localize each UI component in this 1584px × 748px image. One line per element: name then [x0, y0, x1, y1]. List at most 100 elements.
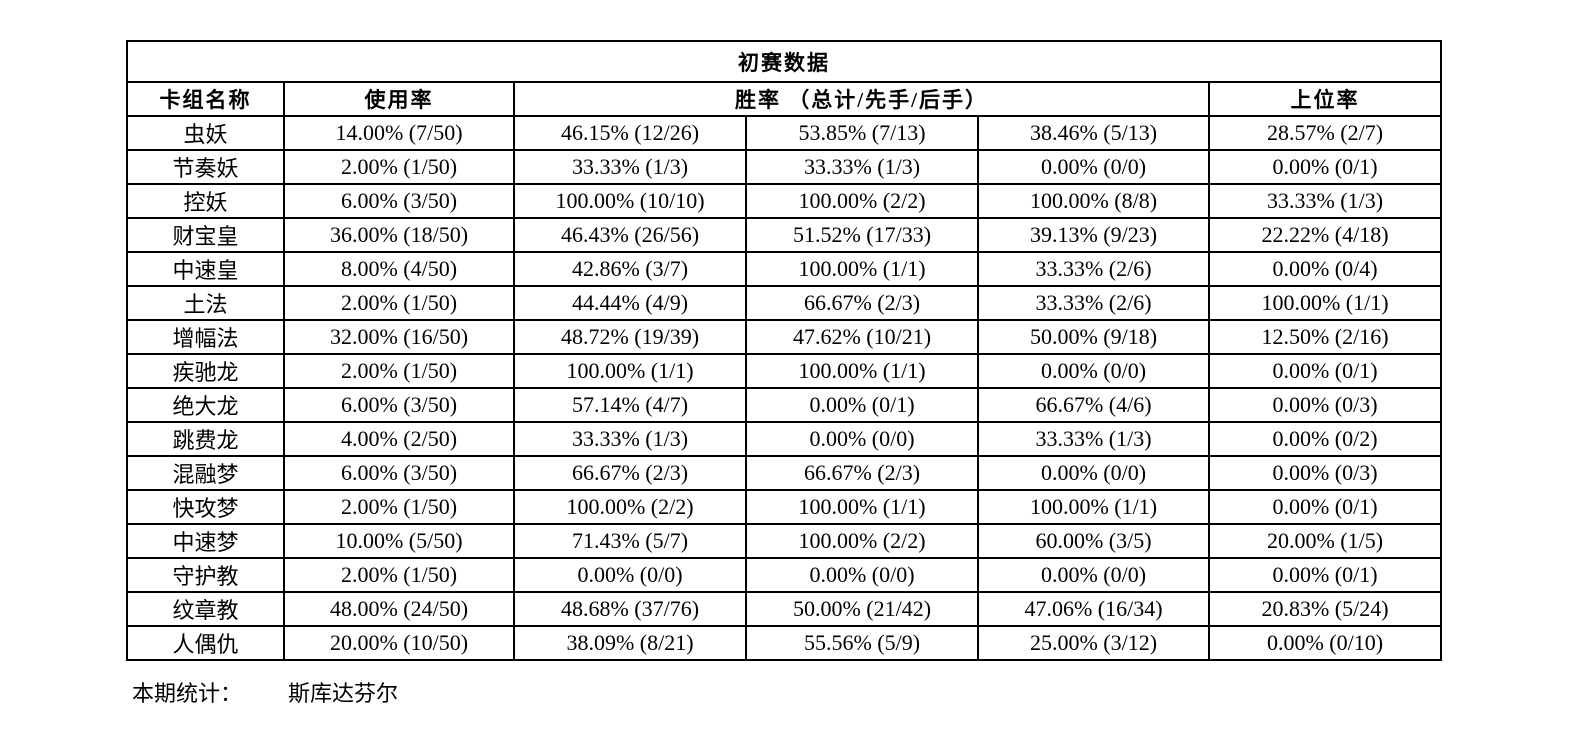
stat-cell: 0.00% (0/2)	[1207, 421, 1443, 457]
title-row: 初赛数据	[125, 40, 1443, 83]
stat-cell: 100.00% (2/2)	[745, 523, 979, 559]
header-cell: 胜率 （总计/先手/后手）	[513, 81, 1210, 117]
stat-cell: 32.00% (16/50)	[283, 319, 515, 355]
table-row: 虫妖 14.00% (7/50) 46.15% (12/26) 53.85% (7/1…	[126, 115, 1443, 151]
table-row: 中速梦 10.00% (5/50) 71.43% (5/7) 100.00% (2/2…	[126, 523, 1443, 559]
stat-cell: 0.00% (0/1)	[1207, 353, 1443, 389]
stat-cell: 0.00% (0/0)	[977, 557, 1210, 593]
stat-cell: 48.68% (37/76)	[513, 591, 747, 627]
stat-cell: 33.33% (2/6)	[977, 251, 1210, 287]
data-table: 初赛数据 卡组名称 使用率 胜率 （总计/先手/后手） 上位率 虫妖 14.00%…	[125, 40, 1443, 661]
stat-cell: 0.00% (0/1)	[1207, 489, 1443, 525]
stat-cell: 66.67% (4/6)	[977, 387, 1210, 423]
table-row: 控妖 6.00% (3/50) 100.00% (10/10) 100.00% (2/…	[126, 183, 1443, 219]
deck-name-cell: 财宝皇	[126, 217, 285, 253]
deck-name-cell: 虫妖	[126, 115, 285, 151]
footer-author: 斯库达芬尔	[288, 682, 399, 707]
table-row: 财宝皇 36.00% (18/50) 46.43% (26/56) 51.52% (1…	[126, 217, 1443, 253]
table-body: 虫妖 14.00% (7/50) 46.15% (12/26) 53.85% (7/1…	[126, 115, 1443, 661]
stat-cell: 33.33% (1/3)	[745, 149, 979, 185]
deck-name-cell: 快攻梦	[126, 489, 285, 525]
stat-cell: 33.33% (1/3)	[1207, 183, 1443, 219]
stat-cell: 46.15% (12/26)	[513, 115, 747, 151]
table-row: 纹章教 48.00% (24/50) 48.68% (37/76) 50.00% (2…	[126, 591, 1443, 627]
stat-cell: 39.13% (9/23)	[977, 217, 1210, 253]
header-cell: 卡组名称	[126, 81, 285, 117]
deck-name-cell: 节奏妖	[126, 149, 285, 185]
deck-name-cell: 跳费龙	[126, 421, 285, 457]
deck-name-cell: 混融梦	[126, 455, 285, 491]
table-row: 疾驰龙 2.00% (1/50) 100.00% (1/1) 100.00% (1/1…	[126, 353, 1443, 389]
stat-cell: 20.00% (1/5)	[1207, 523, 1443, 559]
stat-cell: 22.22% (4/18)	[1207, 217, 1443, 253]
deck-name-cell: 中速梦	[126, 523, 285, 559]
stat-cell: 0.00% (0/1)	[1207, 557, 1443, 593]
stat-cell: 12.50% (2/16)	[1207, 319, 1443, 355]
table-row: 绝大龙 6.00% (3/50) 57.14% (4/7) 0.00% (0/1) 66…	[126, 387, 1443, 423]
stat-cell: 55.56% (5/9)	[745, 625, 979, 661]
deck-name-cell: 守护教	[126, 557, 285, 593]
stat-cell: 100.00% (10/10)	[513, 183, 747, 219]
stat-cell: 100.00% (1/1)	[745, 353, 979, 389]
stat-cell: 2.00% (1/50)	[283, 557, 515, 593]
table-row: 快攻梦 2.00% (1/50) 100.00% (2/2) 100.00% (1/1…	[126, 489, 1443, 525]
table-title: 初赛数据	[125, 40, 1443, 83]
stat-cell: 71.43% (5/7)	[513, 523, 747, 559]
stat-cell: 66.67% (2/3)	[513, 455, 747, 491]
table-row: 守护教 2.00% (1/50) 0.00% (0/0) 0.00% (0/0) 0.0…	[126, 557, 1443, 593]
stat-cell: 100.00% (8/8)	[977, 183, 1210, 219]
stat-cell: 33.33% (2/6)	[977, 285, 1210, 321]
stat-cell: 53.85% (7/13)	[745, 115, 979, 151]
stat-cell: 0.00% (0/3)	[1207, 387, 1443, 423]
stat-cell: 44.44% (4/9)	[513, 285, 747, 321]
stat-cell: 0.00% (0/0)	[745, 421, 979, 457]
header-row: 卡组名称 使用率 胜率 （总计/先手/后手） 上位率	[126, 81, 1443, 117]
stat-cell: 25.00% (3/12)	[977, 625, 1210, 661]
stat-cell: 20.83% (5/24)	[1207, 591, 1443, 627]
stat-cell: 38.09% (8/21)	[513, 625, 747, 661]
stat-cell: 0.00% (0/1)	[745, 387, 979, 423]
stat-cell: 6.00% (3/50)	[283, 183, 515, 219]
stat-cell: 42.86% (3/7)	[513, 251, 747, 287]
table-row: 混融梦 6.00% (3/50) 66.67% (2/3) 66.67% (2/3) 0…	[126, 455, 1443, 491]
stat-cell: 4.00% (2/50)	[283, 421, 515, 457]
stat-cell: 47.62% (10/21)	[745, 319, 979, 355]
stat-cell: 57.14% (4/7)	[513, 387, 747, 423]
stat-cell: 0.00% (0/10)	[1207, 625, 1443, 661]
stat-cell: 0.00% (0/0)	[513, 557, 747, 593]
table-row: 中速皇 8.00% (4/50) 42.86% (3/7) 100.00% (1/1)…	[126, 251, 1443, 287]
table-row: 人偶仇 20.00% (10/50) 38.09% (8/21) 55.56% (5/…	[126, 625, 1443, 661]
stat-cell: 51.52% (17/33)	[745, 217, 979, 253]
table-row: 增幅法 32.00% (16/50) 48.72% (19/39) 47.62% (1…	[126, 319, 1443, 355]
stat-cell: 100.00% (1/1)	[745, 251, 979, 287]
stat-cell: 100.00% (2/2)	[745, 183, 979, 219]
stat-cell: 0.00% (0/3)	[1207, 455, 1443, 491]
deck-name-cell: 疾驰龙	[126, 353, 285, 389]
stat-cell: 2.00% (1/50)	[283, 285, 515, 321]
stat-cell: 48.72% (19/39)	[513, 319, 747, 355]
stat-cell: 66.67% (2/3)	[745, 455, 979, 491]
stat-cell: 36.00% (18/50)	[283, 217, 515, 253]
stat-cell: 0.00% (0/0)	[977, 353, 1210, 389]
stat-cell: 100.00% (1/1)	[745, 489, 979, 525]
deck-name-cell: 绝大龙	[126, 387, 285, 423]
stat-cell: 10.00% (5/50)	[283, 523, 515, 559]
stat-cell: 2.00% (1/50)	[283, 149, 515, 185]
stat-cell: 100.00% (1/1)	[513, 353, 747, 389]
stat-cell: 6.00% (3/50)	[283, 387, 515, 423]
stat-cell: 2.00% (1/50)	[283, 353, 515, 389]
stat-cell: 38.46% (5/13)	[977, 115, 1210, 151]
stat-cell: 50.00% (9/18)	[977, 319, 1210, 355]
stat-cell: 8.00% (4/50)	[283, 251, 515, 287]
deck-name-cell: 纹章教	[126, 591, 285, 627]
stat-cell: 60.00% (3/5)	[977, 523, 1210, 559]
stat-cell: 6.00% (3/50)	[283, 455, 515, 491]
stat-cell: 33.33% (1/3)	[513, 149, 747, 185]
stat-cell: 100.00% (1/1)	[1207, 285, 1443, 321]
header-cell: 上位率	[1207, 81, 1443, 117]
header-cell: 使用率	[283, 81, 515, 117]
stat-cell: 66.67% (2/3)	[745, 285, 979, 321]
stat-cell: 33.33% (1/3)	[513, 421, 747, 457]
stat-cell: 0.00% (0/0)	[977, 455, 1210, 491]
